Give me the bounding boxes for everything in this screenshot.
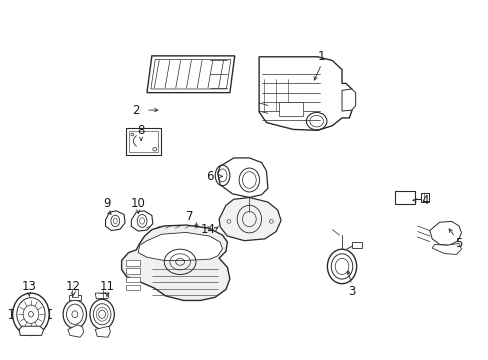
Ellipse shape: [13, 293, 49, 336]
Polygon shape: [122, 225, 229, 301]
Text: 3: 3: [347, 285, 355, 298]
Text: 14: 14: [200, 223, 215, 236]
Polygon shape: [147, 56, 234, 93]
Polygon shape: [341, 89, 355, 111]
Ellipse shape: [63, 300, 86, 329]
Text: 2: 2: [132, 104, 140, 117]
Text: 5: 5: [454, 237, 462, 250]
Text: 8: 8: [137, 124, 144, 137]
Polygon shape: [95, 293, 109, 298]
Text: 1: 1: [317, 50, 325, 63]
Polygon shape: [126, 268, 140, 274]
Polygon shape: [259, 57, 351, 130]
Polygon shape: [429, 221, 461, 245]
Polygon shape: [278, 102, 303, 116]
Polygon shape: [126, 276, 140, 282]
Polygon shape: [431, 243, 461, 255]
Text: 10: 10: [130, 197, 145, 210]
Text: 7: 7: [186, 210, 193, 223]
Polygon shape: [95, 326, 110, 337]
Polygon shape: [69, 295, 81, 300]
Text: 9: 9: [103, 197, 110, 210]
Text: 6: 6: [206, 170, 214, 183]
Text: 11: 11: [99, 280, 114, 293]
Polygon shape: [394, 191, 414, 204]
Polygon shape: [19, 326, 43, 336]
Polygon shape: [72, 289, 78, 297]
Polygon shape: [126, 285, 140, 291]
Polygon shape: [126, 128, 160, 155]
Polygon shape: [138, 233, 222, 260]
Polygon shape: [217, 158, 267, 198]
Text: 4: 4: [420, 194, 428, 207]
Polygon shape: [126, 260, 140, 266]
Polygon shape: [68, 325, 83, 337]
Polygon shape: [420, 193, 428, 202]
Ellipse shape: [90, 299, 114, 329]
Text: 12: 12: [65, 280, 80, 293]
Polygon shape: [105, 211, 125, 230]
Polygon shape: [131, 211, 153, 231]
Polygon shape: [351, 242, 361, 248]
Text: 13: 13: [21, 280, 36, 293]
Polygon shape: [219, 198, 281, 241]
